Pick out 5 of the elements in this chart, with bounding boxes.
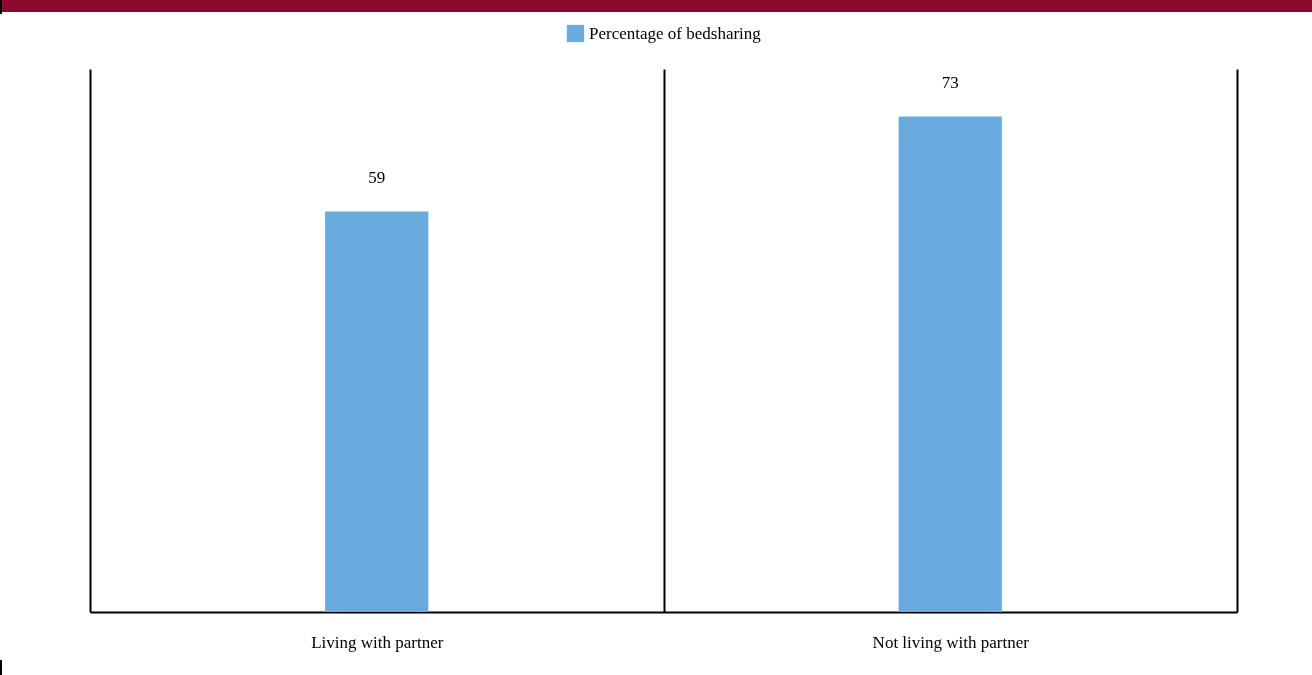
x-tick-label: Not living with partner bbox=[872, 632, 1030, 652]
x-tick-label: Living with partner bbox=[311, 632, 444, 652]
data-label: 59 bbox=[368, 167, 386, 187]
legend-label: Percentage of bedsharing bbox=[589, 23, 762, 43]
data-label: 73 bbox=[941, 72, 959, 92]
